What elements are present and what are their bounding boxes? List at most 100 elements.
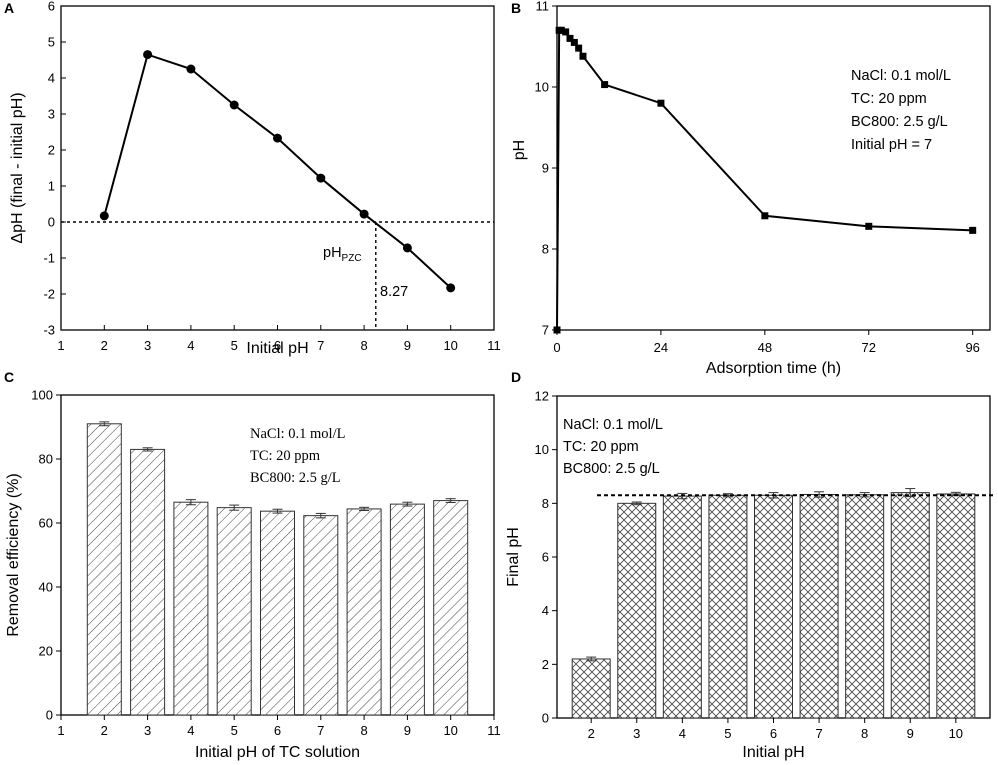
panel-a-x-tick-label: 8 <box>360 338 367 353</box>
panel-b-data-point <box>553 326 561 334</box>
panel-c-annotation-bc800: BC800: 2.5 g/L <box>250 470 341 486</box>
panel-c-x-ticks: 1 2 3 4 5 6 7 8 9 10 11 <box>57 715 501 738</box>
panel-a-data-point <box>273 133 282 143</box>
panel-b-data-points <box>553 26 977 334</box>
panel-c-annotation-nacl: NaCl: 0.1 mol/L <box>250 426 345 442</box>
panel-b-data-point <box>657 99 665 107</box>
panel-d-y-tick-label: 8 <box>542 496 549 511</box>
panel-a-x-tick-label: 5 <box>231 338 238 353</box>
panel-d-x-tick-label: 6 <box>770 726 777 741</box>
panel-d-y-axis-label: Final pH <box>505 527 522 587</box>
panel-a-data-point <box>99 211 109 221</box>
panel-a-y-tick-label: 1 <box>48 179 55 194</box>
panel-a-x-ticks: 1 2 3 4 5 6 7 8 9 10 11 <box>57 325 501 353</box>
panel-b-y-tick-label: 10 <box>535 80 549 95</box>
panel-c-x-tick-label: 9 <box>404 723 411 738</box>
panel-b-data-point <box>761 212 769 220</box>
panel-b-x-tick-label: 0 <box>553 340 560 355</box>
panel-c-y-tick-label: 100 <box>31 388 53 403</box>
panel-a-y-tick-label: 3 <box>48 107 55 122</box>
panel-a-x-axis-label: Initial pH <box>246 340 308 357</box>
panel-b-letter: B <box>511 0 521 16</box>
panel-d-bar <box>845 494 885 719</box>
panel-d-x-tick-label: 10 <box>949 726 963 741</box>
panel-b-data-point <box>601 81 609 89</box>
panel-b-x-tick-label: 48 <box>758 340 772 355</box>
panel-c-x-tick-label: 10 <box>443 723 457 738</box>
panel-a-y-tick-label: -3 <box>43 323 55 338</box>
panel-d-x-tick-label: 9 <box>907 726 914 741</box>
panel-a-pzc-label-subscript: PZC <box>342 253 362 264</box>
panel-b-y-axis-label: pH <box>511 140 528 160</box>
panel-d-annotation-tc: TC: 20 ppm <box>563 439 639 455</box>
panel-c-x-tick-label: 6 <box>274 723 281 738</box>
panel-a-x-tick-label: 2 <box>101 338 108 353</box>
panel-a-x-tick-label: 3 <box>144 338 151 353</box>
panel-b-y-tick-label: 8 <box>542 242 549 257</box>
panel-c-y-tick-label: 40 <box>39 580 53 595</box>
panel-a-data-point <box>316 173 326 183</box>
panel-b-x-tick-label: 72 <box>862 340 876 355</box>
panel-d-bar <box>890 492 930 719</box>
panel-a-y-tick-label: 6 <box>48 0 55 14</box>
panel-d-bar <box>662 495 702 719</box>
panel-a-data-point <box>229 100 239 110</box>
panel-c-x-tick-label: 8 <box>360 723 367 738</box>
panel-a-x-tick-label: 7 <box>317 338 324 353</box>
panel-b-plot-frame <box>556 5 991 331</box>
panel-a-x-tick-label: 11 <box>487 338 501 353</box>
panel-d-x-tick-label: 2 <box>588 726 595 741</box>
panel-c-x-tick-label: 11 <box>487 723 501 738</box>
panel-b-annotation-initial-ph: Initial pH = 7 <box>851 137 932 153</box>
panel-c-bars <box>86 421 469 716</box>
panel-a-x-tick-label: 9 <box>404 338 411 353</box>
panel-a-pzc-label: pHPZC <box>323 245 362 264</box>
panel-a-x-tick-label: 6 <box>274 338 281 353</box>
panel-c-bar <box>303 515 339 716</box>
panel-b-annotation-nacl: NaCl: 0.1 mol/L <box>851 68 951 84</box>
panel-a-data-point <box>359 209 369 219</box>
panel-d-x-tick-label: 4 <box>679 726 686 741</box>
panel-c-bar <box>173 501 209 716</box>
panel-c-bar <box>346 508 382 716</box>
panel-d-bar <box>571 658 611 719</box>
panel-d-letter: D <box>511 369 521 385</box>
panel-b-data-point <box>557 26 565 34</box>
panel-c-letter: C <box>4 369 14 385</box>
panel-d-y-tick-label: 12 <box>535 389 549 404</box>
panel-d-y-tick-label: 10 <box>535 442 549 457</box>
panel-d-bar <box>617 502 657 719</box>
panel-b-y-tick-label: 7 <box>542 323 549 338</box>
panel-b-data-point <box>865 222 873 230</box>
panel-b-data-point <box>562 28 570 36</box>
panel-a-y-tick-label: 5 <box>48 35 55 50</box>
panel-c-bar <box>86 423 122 716</box>
panel-a-y-tick-label: 2 <box>48 143 55 158</box>
panel-a-data-point <box>186 64 196 74</box>
panel-d-y-tick-label: 6 <box>542 550 549 565</box>
panel-d-x-tick-label: 7 <box>815 726 822 741</box>
panel-a-x-tick-label: 10 <box>443 338 457 353</box>
panel-c-annotation-tc: TC: 20 ppm <box>250 448 321 464</box>
panel-d-bar <box>754 494 793 719</box>
panel-c-bar <box>389 503 425 716</box>
panel-b-annotation-bc800: BC800: 2.5 g/L <box>851 114 948 130</box>
panel-a-letter: A <box>4 0 14 16</box>
panel-d-y-ticks: 0 2 4 6 8 10 12 <box>535 389 557 726</box>
panel-c-y-ticks: 0 20 40 60 80 100 <box>31 388 61 723</box>
panel-c-x-tick-label: 4 <box>187 723 194 738</box>
panel-a-x-tick-label: 1 <box>57 338 64 353</box>
panel-a-data-points <box>99 50 456 293</box>
panel-b-data-point <box>570 38 578 46</box>
panel-a-y-tick-label: -2 <box>43 287 55 302</box>
panel-d-bars <box>571 488 976 719</box>
panel-c-x-tick-label: 5 <box>231 723 238 738</box>
panel-c-x-axis-label: Initial pH of TC solution <box>195 744 360 761</box>
panel-b-y-ticks: 7 8 9 10 11 <box>535 0 557 338</box>
panel-b-annotations: NaCl: 0.1 mol/L TC: 20 ppm BC800: 2.5 g/… <box>851 68 951 153</box>
panel-b-x-tick-label: 96 <box>965 340 979 355</box>
panel-a-plot-frame <box>60 5 495 331</box>
panel-a-series-line <box>103 53 452 289</box>
